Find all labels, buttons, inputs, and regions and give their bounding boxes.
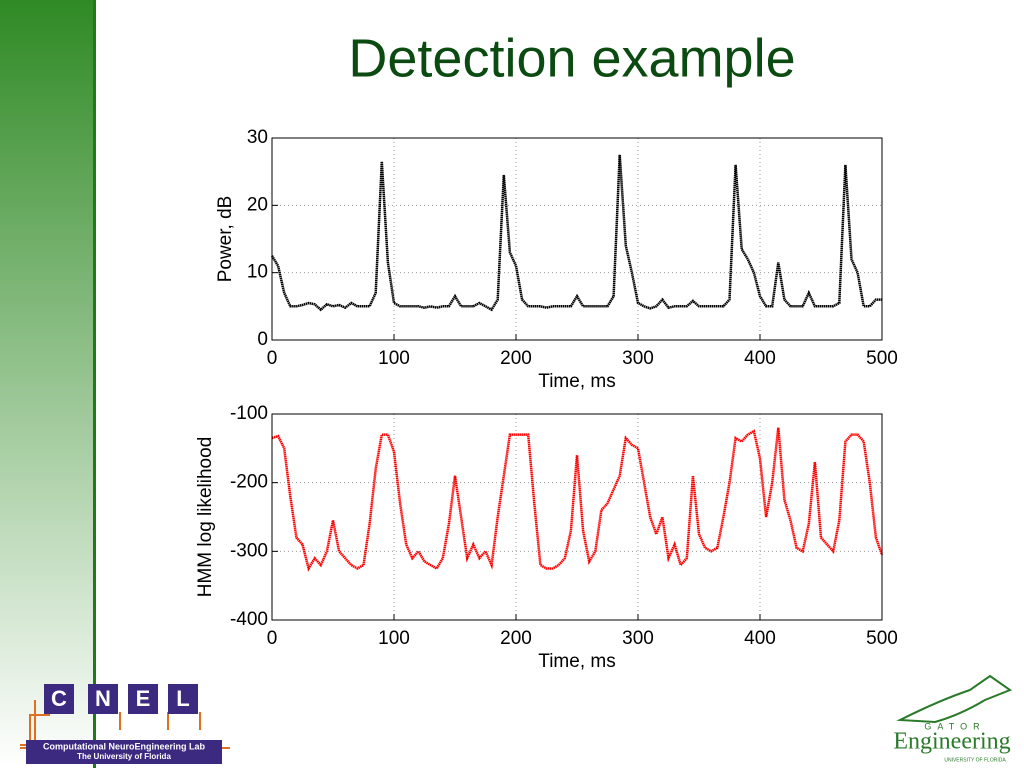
x-tick-label: 400 [744, 628, 776, 649]
x-tick-label: 500 [866, 348, 898, 369]
gator-logo: GATOR Engineering UNIVERSITY OF FLORIDA [893, 674, 1013, 763]
x-tick-label: 100 [378, 348, 410, 369]
data-line [271, 427, 884, 572]
side-bar [0, 0, 93, 768]
y-tick-label: 10 [247, 262, 268, 283]
x-tick-label: 300 [622, 628, 654, 649]
y-tick-label: 30 [247, 127, 268, 148]
logo-letter: C [51, 686, 67, 711]
y-axis-label: HMM log likelihood [195, 437, 216, 598]
x-tick-label: 500 [866, 628, 898, 649]
logo-letter: E [136, 686, 151, 711]
x-tick-label: 400 [744, 348, 776, 369]
slide-title: Detection example [348, 28, 795, 88]
plot-area [272, 414, 882, 620]
logo-word: Engineering [893, 729, 1010, 755]
y-axis-label: Power, dB [215, 196, 236, 283]
plot-area [272, 138, 882, 340]
cnel-logo: C N E L Computational NeuroEngineering L… [20, 684, 230, 764]
y-tick-label: -300 [230, 540, 268, 561]
logo-letter: N [95, 686, 111, 711]
x-axis-label: Time, ms [538, 371, 615, 392]
x-tick-label: 100 [378, 628, 410, 649]
y-tick-label: -200 [230, 472, 268, 493]
logo-letter: L [176, 686, 189, 711]
x-tick-label: 0 [267, 628, 278, 649]
y-tick-label: -100 [230, 403, 268, 424]
x-tick-label: 200 [500, 348, 532, 369]
logo-name: Computational NeuroEngineering Lab [43, 741, 206, 751]
y-tick-label: -400 [230, 609, 268, 630]
charts: 0 100 200 300 400 500 0 10 20 30 Time, ms Power, dB… [195, 127, 898, 672]
y-tick-label: 0 [257, 329, 268, 350]
x-tick-label: 300 [622, 348, 654, 369]
plot-frame [271, 413, 883, 621]
x-tick-label: 200 [500, 628, 532, 649]
plot-frame [271, 137, 883, 341]
data-line [270, 154, 882, 312]
logo-university: UNIVERSITY OF FLORIDA [944, 757, 1006, 763]
logo-university: The University of Florida [77, 752, 171, 761]
x-axis-label: Time, ms [538, 651, 615, 672]
x-tick-label: 0 [267, 348, 278, 369]
y-tick-label: 20 [247, 194, 268, 215]
logo-top: GATOR [924, 721, 985, 731]
